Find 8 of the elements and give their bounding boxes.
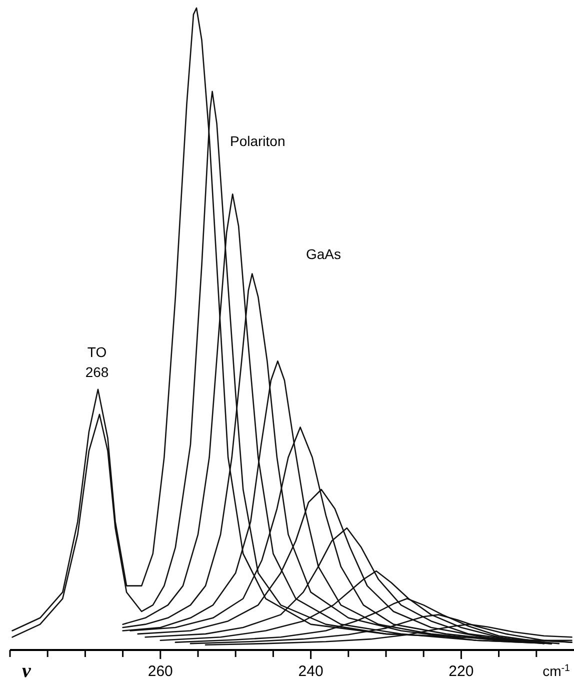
x-tick-label: 220 — [448, 663, 474, 680]
text: ν — [22, 660, 32, 682]
x-tick-label: 240 — [298, 663, 324, 680]
annotation: GaAs — [306, 246, 342, 262]
annotation: Polariton — [230, 133, 286, 149]
x-axis-title: cm$^{-1}$ — [542, 662, 570, 679]
x-tick-label: 260 — [148, 663, 173, 680]
annotation: TO 268 — [85, 344, 109, 380]
